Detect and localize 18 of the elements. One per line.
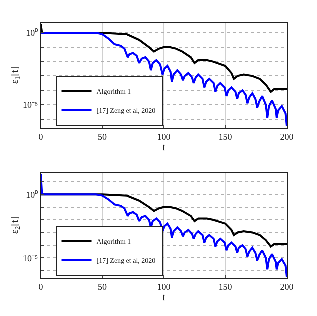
x-tick-label: 150 bbox=[218, 132, 233, 142]
x-tick-label: 50 bbox=[98, 132, 108, 142]
x-axis-title: t bbox=[162, 142, 166, 154]
line-series bbox=[41, 173, 287, 278]
y-tick-label: 10⁻⁵ bbox=[22, 253, 38, 264]
x-tick-label: 50 bbox=[98, 282, 108, 292]
y-tick-label: 10⁰ bbox=[26, 28, 38, 38]
x-tick-label: 0 bbox=[38, 282, 44, 292]
y-tick-label: 10⁻⁵ bbox=[22, 100, 38, 110]
x-tick-label: 0 bbox=[38, 132, 44, 142]
x-tick-label: 200 bbox=[280, 132, 294, 142]
x-tick-label: 100 bbox=[157, 132, 172, 142]
x-tick-label: 200 bbox=[280, 282, 294, 292]
y-tick-label: 10⁰ bbox=[26, 190, 38, 200]
x-axis-title: t bbox=[162, 292, 166, 304]
line-series bbox=[41, 32, 287, 128]
x-tick-label: 150 bbox=[218, 282, 233, 292]
x-tick-label: 100 bbox=[157, 282, 172, 292]
